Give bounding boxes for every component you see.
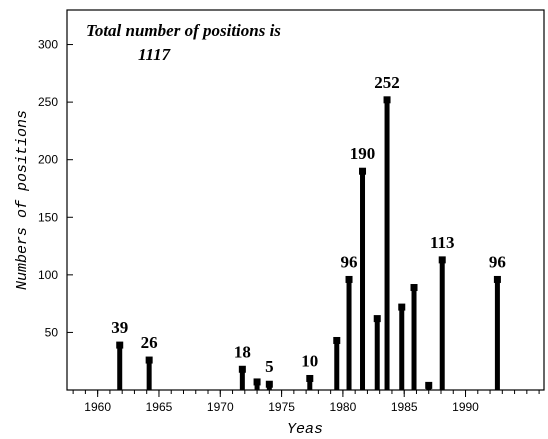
bar-marker <box>116 341 124 349</box>
bar <box>254 381 260 390</box>
y-tick-label: 150 <box>38 210 58 224</box>
bar-marker <box>145 356 153 364</box>
bar <box>117 345 123 390</box>
y-axis-label: Numbers of positions <box>14 110 31 290</box>
data-label: 5 <box>265 357 274 376</box>
data-label: 39 <box>111 318 128 337</box>
bar-marker <box>425 381 433 389</box>
x-tick-label: 1960 <box>84 400 111 414</box>
data-label: 10 <box>301 351 318 370</box>
data-label: 26 <box>141 333 158 352</box>
bar <box>374 318 380 390</box>
y-tick-label: 200 <box>38 153 58 167</box>
bar-marker <box>345 275 353 283</box>
x-tick-label: 1965 <box>146 400 173 414</box>
bar-marker <box>265 380 273 388</box>
annotation: Total number of positions is <box>86 21 281 40</box>
bar-marker <box>333 336 341 344</box>
data-label: 190 <box>350 144 376 163</box>
bar-marker <box>398 303 406 311</box>
data-label: 96 <box>341 252 358 271</box>
bar <box>399 307 405 390</box>
y-tick-label: 100 <box>38 268 58 282</box>
bar-marker <box>438 256 446 264</box>
x-tick-label: 1990 <box>452 400 479 414</box>
bar <box>346 279 352 390</box>
y-tick-label: 50 <box>45 325 59 339</box>
x-tick-label: 1975 <box>268 400 295 414</box>
bar-marker <box>373 315 381 323</box>
bar-marker <box>410 284 418 292</box>
bar-marker <box>238 365 246 373</box>
plot-frame <box>66 9 545 391</box>
x-tick-label: 1985 <box>391 400 418 414</box>
x-axis-label: Yeas <box>287 421 323 438</box>
bar <box>146 360 152 390</box>
data-label: 96 <box>489 252 506 271</box>
y-tick-label: 300 <box>38 38 58 52</box>
y-tick-label: 250 <box>38 95 58 109</box>
bar-marker <box>383 96 391 104</box>
bar <box>411 287 417 390</box>
bar <box>439 259 445 390</box>
bar-marker <box>306 374 314 382</box>
data-label: 113 <box>430 233 455 252</box>
bar <box>360 171 366 390</box>
bar-marker <box>359 167 367 175</box>
bar <box>307 378 313 390</box>
bar <box>494 279 500 390</box>
x-tick-label: 1970 <box>207 400 234 414</box>
x-tick-label: 1980 <box>330 400 357 414</box>
bar <box>384 99 390 391</box>
bar-marker <box>493 275 501 283</box>
annotation: 1117 <box>138 45 172 64</box>
bar <box>334 340 340 390</box>
bar <box>239 369 245 390</box>
bar-marker <box>253 378 261 386</box>
data-label: 18 <box>234 342 251 361</box>
data-label: 252 <box>374 73 400 92</box>
